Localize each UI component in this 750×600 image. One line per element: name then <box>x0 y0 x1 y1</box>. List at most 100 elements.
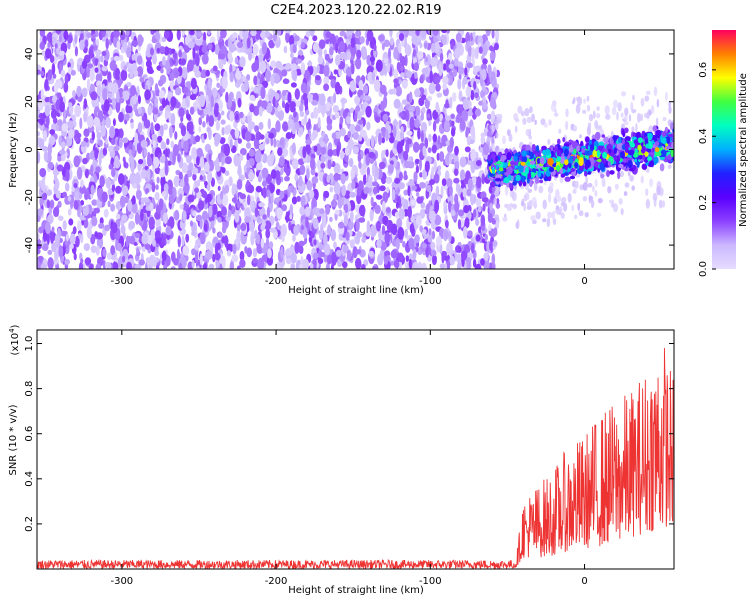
spectrogram-cell <box>477 205 482 213</box>
spectrogram-cell <box>527 188 533 193</box>
spectrogram-cell <box>640 175 644 184</box>
spectrogram-cell <box>246 37 251 49</box>
spectrogram-cell <box>51 242 57 253</box>
spectrogram-cell <box>379 185 386 192</box>
spectrogram-cell <box>189 30 195 36</box>
spectrogram-cell <box>111 222 118 234</box>
spectrogram-cell <box>136 247 140 255</box>
spectrogram-cell <box>435 235 442 247</box>
spectrogram-cell <box>284 30 292 34</box>
spectrogram-cell <box>42 229 47 242</box>
spectrogram-cell <box>624 182 630 188</box>
spectrogram-cell <box>431 166 435 180</box>
spectrogram-cell <box>461 109 469 121</box>
spectrogram-cell <box>141 115 146 122</box>
spectrogram-cell <box>434 199 440 213</box>
spectrogram-cell <box>80 141 87 147</box>
spectrogram-cell <box>613 99 618 108</box>
spectrogram-cell <box>159 124 164 137</box>
spectrogram-cell <box>299 164 306 175</box>
spectrogram-cell <box>361 237 366 244</box>
spectrogram-cell <box>62 220 67 231</box>
spectrogram-cell <box>183 140 189 153</box>
spectrogram-cell <box>282 148 289 157</box>
spectrogram-cell <box>103 208 109 218</box>
spectrogram-cell <box>126 47 132 58</box>
spectrogram-cell <box>375 116 381 123</box>
spectrogram-cell <box>177 187 184 199</box>
spectrogram-cell <box>457 209 465 217</box>
spectrogram-cell <box>191 259 195 269</box>
spectrogram-cell <box>44 78 49 91</box>
spectrogram-cell <box>387 163 394 174</box>
spectrogram-cell <box>55 179 60 190</box>
spectrogram-cell <box>56 80 63 89</box>
spectrogram-cell <box>179 204 184 210</box>
spectrogram-cell <box>163 123 168 131</box>
spectrogram-cell <box>446 259 451 269</box>
spectrogram-cell <box>237 265 241 269</box>
spectrogram-cell <box>432 109 438 120</box>
spectrogram-cell <box>431 144 437 154</box>
spectrogram-cell <box>49 129 56 135</box>
spectrogram-cell <box>492 240 498 247</box>
spectrogram-cell <box>224 125 231 135</box>
spectrogram-cell <box>396 61 401 72</box>
spectrogram-cell <box>385 129 389 142</box>
spectrogram-cell <box>590 199 595 209</box>
spectrogram-cell <box>47 214 54 225</box>
spectrogram-cell <box>585 175 588 185</box>
spectrogram-cell <box>127 200 133 212</box>
spectrogram-cell <box>486 136 492 143</box>
spectrogram-cell <box>383 39 390 48</box>
spectrogram-cell <box>112 145 120 152</box>
spectrogram-cell <box>54 251 59 261</box>
spectrogram-cell <box>195 39 202 46</box>
spectrogram-cell <box>452 69 458 78</box>
spectrogram-cell <box>373 79 381 92</box>
spectrogram-cell <box>453 168 459 177</box>
spectrogram-cell <box>470 32 474 42</box>
spectrogram-cell <box>356 231 363 239</box>
spectrogram-cell <box>462 187 467 198</box>
spectrogram-cell <box>59 101 65 113</box>
spectrogram-cell <box>125 235 129 248</box>
spectrogram-cell <box>428 228 432 237</box>
spectrogram-cell <box>612 203 619 213</box>
spectrogram-cell <box>254 149 262 163</box>
spectrogram-cell <box>248 148 255 157</box>
spectrogram-cell <box>42 243 49 252</box>
spectrogram-cell <box>378 161 386 170</box>
spectrogram-cell <box>257 174 262 183</box>
spectrogram-cell <box>325 203 331 215</box>
spectrogram-cell <box>37 130 40 137</box>
spectrogram-cell <box>434 76 441 84</box>
spectrogram-cell <box>631 185 635 191</box>
spectrogram-cell <box>291 158 299 170</box>
spectrogram-cell <box>236 179 243 190</box>
spectrogram-cell <box>346 116 351 124</box>
spectrogram-cell <box>239 56 246 68</box>
spectrogram-cell <box>585 136 590 144</box>
spectrogram-cell <box>95 72 103 83</box>
spectrogram-cell <box>326 254 332 265</box>
spectrogram-cell <box>100 124 106 137</box>
spectrogram-cell <box>295 58 303 64</box>
spectrogram-cell <box>416 196 424 204</box>
spectrogram-cell <box>131 53 136 61</box>
spectrogram-cell <box>181 102 185 108</box>
spectrogram-cells <box>37 30 674 269</box>
spectrogram-cell <box>246 159 251 169</box>
spectrogram-cell <box>309 30 315 37</box>
spectrogram-cell <box>426 184 432 192</box>
spectrogram-cell <box>265 228 271 239</box>
spectrogram-cell <box>39 167 47 178</box>
spectrogram-cell <box>159 168 166 178</box>
spectrogram-cell <box>144 262 148 269</box>
spectrogram-cell <box>310 157 316 170</box>
spectrogram-cell <box>61 123 69 132</box>
spectrogram-cell <box>104 224 111 232</box>
spectrogram-cell <box>309 263 314 269</box>
spectrogram-cell <box>481 68 487 81</box>
spectrogram-cell <box>627 170 631 177</box>
